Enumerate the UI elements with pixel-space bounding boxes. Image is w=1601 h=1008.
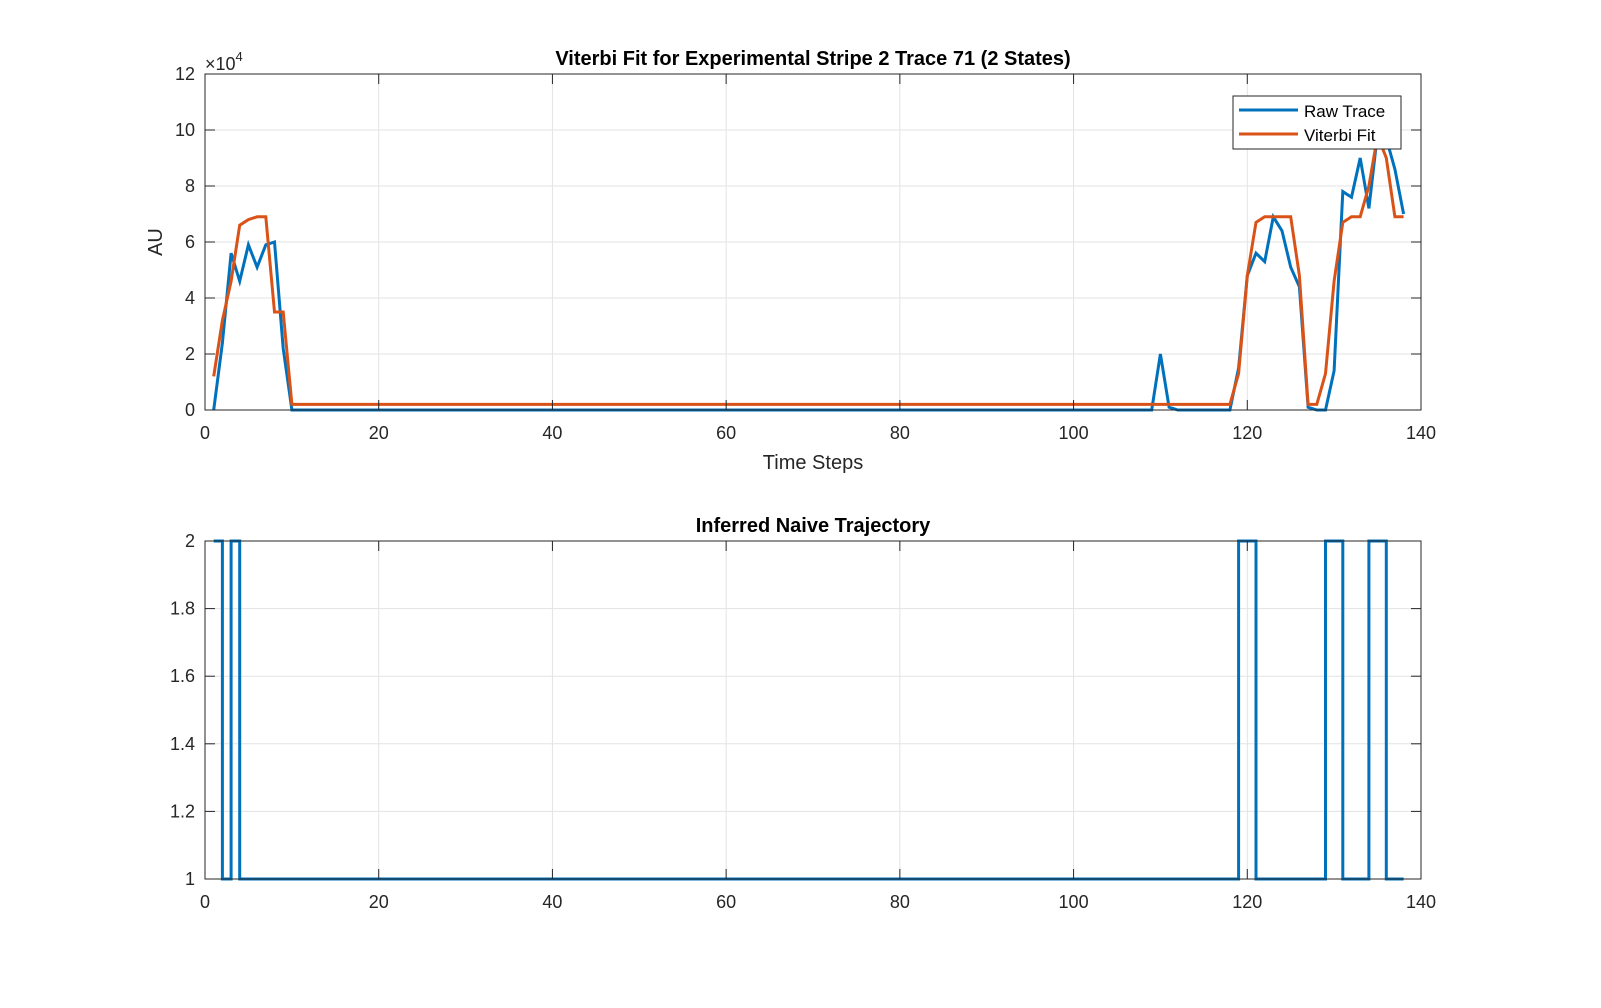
tick-marks (204, 73, 1422, 411)
y-tick-label: 2 (185, 531, 195, 551)
y-axis-label: AU (145, 228, 167, 256)
x-tick-label: 60 (716, 423, 736, 443)
x-tick-label: 20 (369, 892, 389, 912)
series-line-raw-trace (212, 130, 1406, 412)
y-tick-label: 1 (185, 869, 195, 889)
x-tick-label: 20 (369, 423, 389, 443)
x-tick-label: 60 (716, 892, 736, 912)
tick-marks (204, 540, 1422, 880)
x-tick-label: 0 (200, 892, 210, 912)
legend: Raw Trace Viterbi Fit (1232, 95, 1402, 150)
x-tick-label: 80 (890, 423, 910, 443)
trajectory-axes: 0 20 40 60 80 100 120 140 1 1.2 1.4 1.6 1.8 2 Inferre… (170, 515, 1436, 912)
y-tick-label: 1.2 (170, 801, 195, 821)
viterbi-fit-axes: 0 20 40 60 80 100 120 140 0 2 4 6 8 10 12 Viterbi Fit … (145, 48, 1436, 474)
y-tick-label: 2 (185, 344, 195, 364)
y-tick-label: 1.4 (170, 734, 195, 754)
x-tick-label: 100 (1059, 423, 1089, 443)
tick-labels: 0 20 40 60 80 100 120 140 0 2 4 6 8 10 12 (175, 64, 1436, 443)
x-tick-label: 80 (890, 892, 910, 912)
series-line-trajectory (213, 539, 1404, 881)
y-exponent-power: 4 (236, 49, 243, 64)
x-tick-label: 120 (1232, 892, 1262, 912)
y-tick-label: 4 (185, 288, 195, 308)
axes-box (204, 540, 1422, 880)
legend-label-raw-trace: Raw Trace (1304, 102, 1385, 121)
y-exponent-label: ×104 (205, 49, 243, 74)
chart-title: Inferred Naive Trajectory (696, 515, 931, 537)
chart-title: Viterbi Fit for Experimental Stripe 2 Tr… (555, 48, 1070, 70)
x-tick-label: 140 (1406, 892, 1436, 912)
y-tick-label: 8 (185, 176, 195, 196)
y-tick-label: 6 (185, 232, 195, 252)
x-tick-label: 100 (1059, 892, 1089, 912)
tick-labels: 0 20 40 60 80 100 120 140 1 1.2 1.4 1.6 1.8 2 (170, 531, 1436, 912)
y-tick-label: 12 (175, 64, 195, 84)
x-tick-label: 40 (542, 423, 562, 443)
legend-box (1232, 95, 1402, 150)
y-tick-label: 0 (185, 400, 195, 420)
x-tick-label: 40 (542, 892, 562, 912)
series-line-viterbi-fit (212, 130, 1404, 406)
axes-background (205, 541, 1421, 879)
legend-label-viterbi-fit: Viterbi Fit (1304, 126, 1376, 145)
y-tick-label: 1.8 (170, 599, 195, 619)
y-tick-label: 10 (175, 120, 195, 140)
series-lines (213, 539, 1404, 881)
x-tick-label: 120 (1232, 423, 1262, 443)
y-exponent-base: ×10 (205, 54, 236, 74)
series-lines (212, 130, 1406, 412)
y-tick-label: 1.6 (170, 666, 195, 686)
x-tick-label: 140 (1406, 423, 1436, 443)
x-tick-label: 0 (200, 423, 210, 443)
x-axis-label: Time Steps (763, 452, 863, 474)
